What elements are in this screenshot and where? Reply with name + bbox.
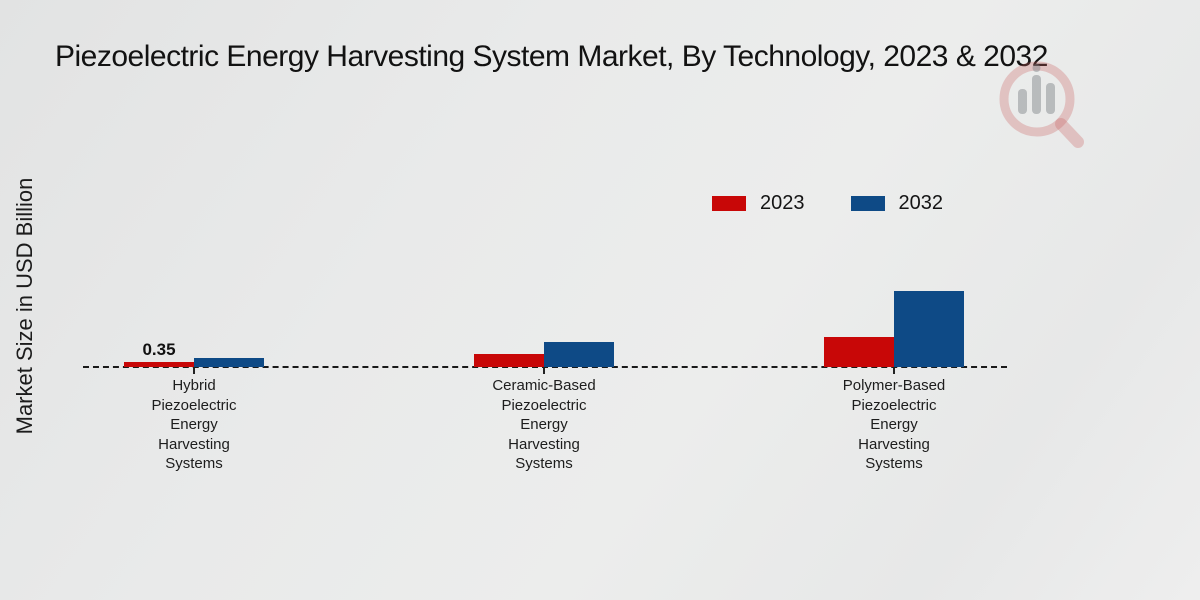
magnifier-bar-chart-logo-icon [999,61,1084,148]
x-axis-tick [193,368,195,374]
bar-2032-category-1 [544,342,614,367]
category-label-2: Polymer-Based Piezoelectric Energy Harvesti… [842,377,946,472]
bar-value-label: 0.35 [142,340,176,360]
bar-2032-category-2 [894,291,964,367]
bar-2023-category-0 [124,362,194,367]
bar-2023-category-1 [474,354,544,367]
legend-label-2023: 2023 [760,192,805,214]
bar-2032-category-0 [194,358,264,367]
x-axis-tick [543,368,545,374]
category-label-0: Hybrid Piezoelectric Energy Harvesting Syste… [151,377,237,472]
legend-label-2032: 2032 [898,192,944,214]
x-axis-tick [893,368,895,374]
legend-swatch-2023 [712,196,746,211]
legend-item-2023: 2023 [712,192,805,215]
x-axis-baseline [83,366,1007,368]
legend-item-2032: 2032 [850,192,944,215]
y-axis-label: Market Size in USD Billion [12,177,37,435]
footer-red-bar [0,586,1200,600]
category-label-1: Ceramic-Based Piezoelectric Energy Harvesti… [492,377,596,472]
chart-legend: 2023 2032 [712,192,943,215]
legend-swatch-2032 [850,196,885,211]
chart-title: Piezoelectric Energy Harvesting System M… [55,40,1048,73]
bar-2023-category-2 [824,337,894,367]
